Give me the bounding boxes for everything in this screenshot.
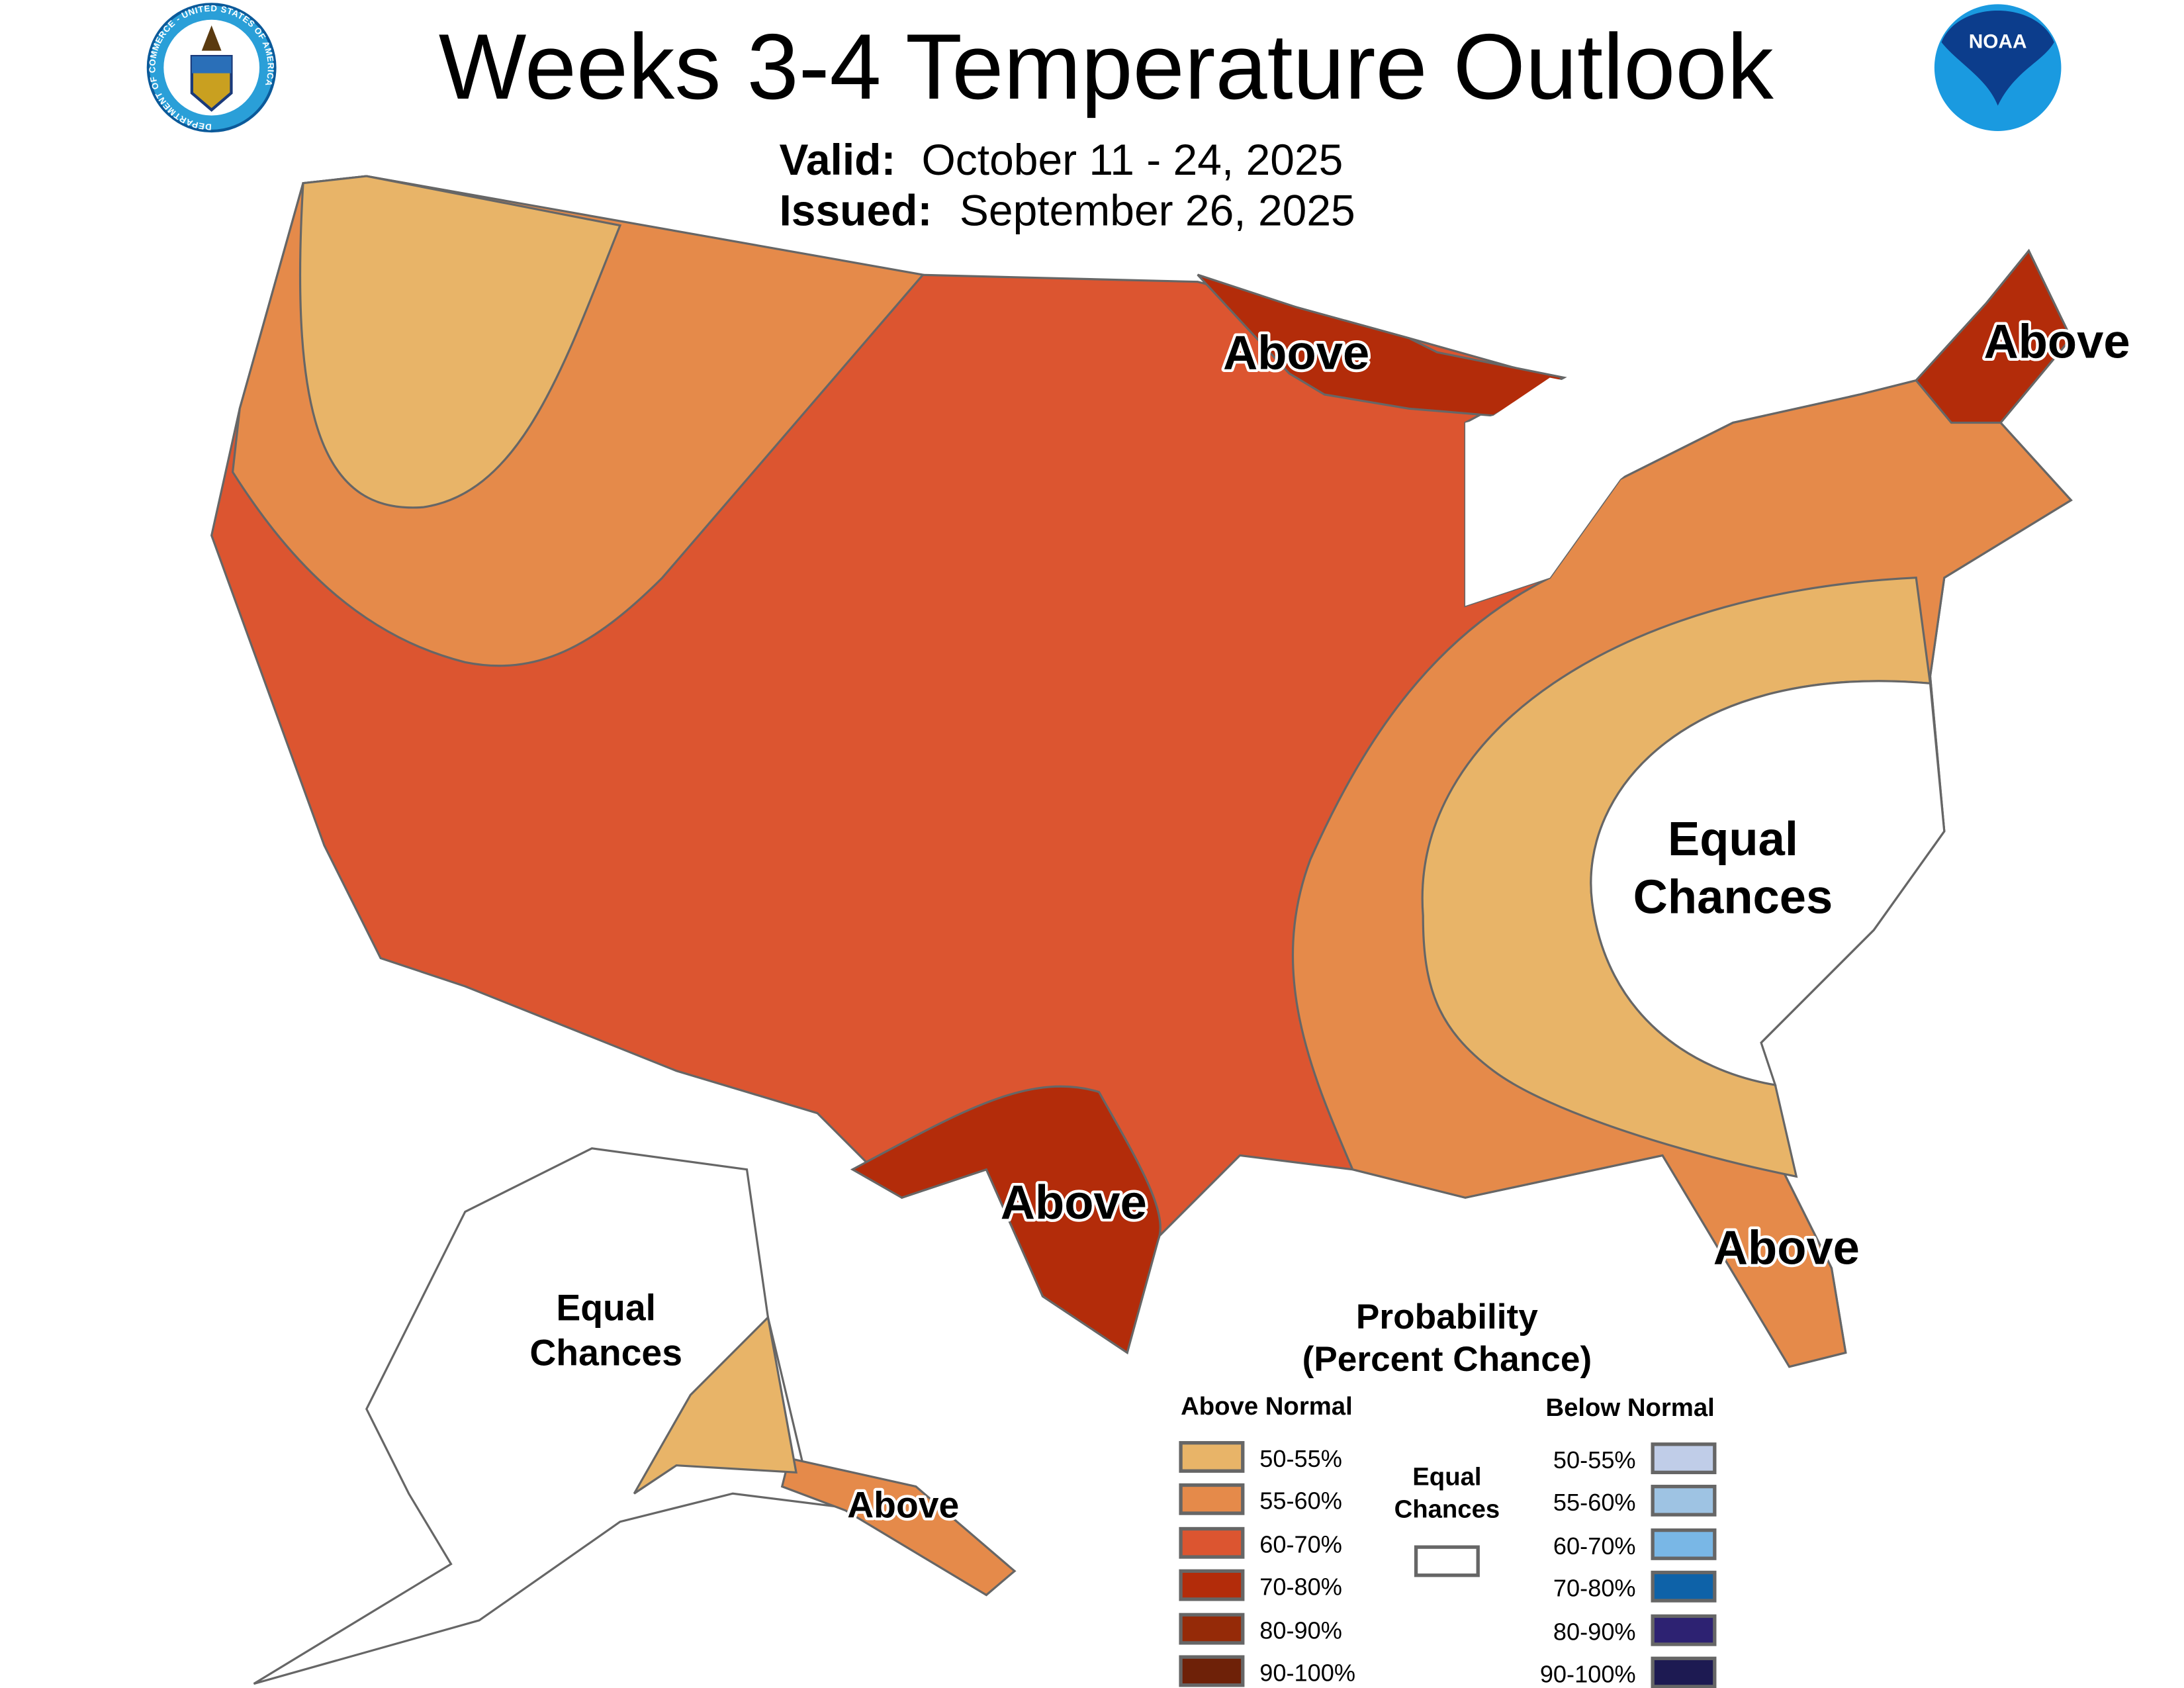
label-equal-southeast-2: Chances bbox=[1633, 870, 1833, 923]
legend-label-below: 90-100% bbox=[1540, 1660, 1636, 1687]
legend-swatch-above bbox=[1179, 1655, 1245, 1687]
legend-swatch-below bbox=[1651, 1442, 1717, 1474]
region-above-70-80-maine bbox=[1915, 248, 2073, 424]
legend-swatch-above bbox=[1179, 1569, 1245, 1601]
valid-date: October 11 - 24, 2025 bbox=[921, 135, 1343, 184]
region-equal-chances-alaska bbox=[253, 1147, 1017, 1685]
legend-below-header: Below Normal bbox=[1545, 1393, 1714, 1422]
alaska-map bbox=[253, 1147, 1017, 1685]
legend-swatch-above bbox=[1179, 1483, 1245, 1515]
legend-above-column: 50-55% 55-60% 60-70% 70-80% 80-90% 90-100% bbox=[1179, 1440, 1355, 1687]
legend-subtitle: (Percent Chance) bbox=[1302, 1340, 1592, 1379]
legend-above-header: Above Normal bbox=[1181, 1392, 1353, 1421]
legend-label-below: 60-70% bbox=[1553, 1532, 1636, 1560]
legend-swatch-above bbox=[1179, 1526, 1245, 1559]
region-above-50-55-alaska bbox=[633, 1315, 797, 1495]
legend-swatch-below bbox=[1651, 1570, 1717, 1603]
noaa-logo-text: NOAA bbox=[1969, 30, 2027, 52]
doc-seal-logo: DEPARTMENT OF COMMERCE - UNITED STATES O… bbox=[146, 3, 277, 133]
region-above-70-80-texas bbox=[850, 1085, 1161, 1354]
legend-swatch-below bbox=[1651, 1528, 1717, 1560]
legend-swatch-above bbox=[1179, 1613, 1245, 1645]
label-equal-alaska-1: Equal bbox=[556, 1287, 656, 1328]
noaa-logo: NOAA bbox=[1934, 4, 2062, 131]
label-equal-southeast-1: Equal bbox=[1668, 812, 1798, 866]
legend-label-above: 50-55% bbox=[1259, 1445, 1342, 1472]
region-above-55-60-alaska bbox=[780, 1457, 1017, 1597]
legend-title: Probability bbox=[1356, 1297, 1538, 1336]
legend-swatch-below bbox=[1651, 1656, 1717, 1688]
legend-label-below: 70-80% bbox=[1553, 1575, 1636, 1602]
region-above-50-55-northwest bbox=[298, 175, 622, 509]
legend-label-above: 80-90% bbox=[1259, 1617, 1342, 1644]
great-lakes-water bbox=[1465, 377, 1691, 606]
legend-below-column: 50-55% 55-60% 60-70% 70-80% 80-90% 90-100% bbox=[1540, 1442, 1717, 1688]
region-equal-chances-southeast bbox=[1590, 680, 1946, 1086]
legend-label-above: 60-70% bbox=[1259, 1531, 1342, 1558]
legend: Probability (Percent Chance) Above Norma… bbox=[1179, 1297, 1717, 1688]
issued-label: Issued: bbox=[779, 186, 932, 235]
label-above-great-lakes: Above bbox=[1223, 326, 1369, 380]
legend-equal-label-1: Equal bbox=[1412, 1462, 1481, 1491]
issued-date: September 26, 2025 bbox=[960, 186, 1355, 235]
legend-label-below: 55-60% bbox=[1553, 1489, 1636, 1516]
legend-swatch-equal bbox=[1414, 1545, 1480, 1577]
legend-label-above: 55-60% bbox=[1259, 1487, 1342, 1515]
conus-map bbox=[210, 175, 2073, 1368]
legend-equal-label-2: Chances bbox=[1394, 1495, 1500, 1523]
label-above-texas: Above bbox=[1001, 1176, 1147, 1229]
legend-swatch-below bbox=[1651, 1614, 1717, 1646]
legend-label-above: 90-100% bbox=[1259, 1659, 1355, 1686]
legend-label-above: 70-80% bbox=[1259, 1573, 1342, 1601]
legend-label-below: 50-55% bbox=[1553, 1446, 1636, 1474]
valid-label: Valid: bbox=[779, 135, 895, 184]
legend-swatch-below bbox=[1651, 1484, 1717, 1517]
legend-swatch-above bbox=[1179, 1440, 1245, 1473]
label-equal-alaska-2: Chances bbox=[529, 1333, 682, 1374]
label-above-florida: Above bbox=[1713, 1221, 1860, 1274]
label-above-alaska: Above bbox=[847, 1484, 959, 1525]
label-above-maine: Above bbox=[1983, 315, 2130, 369]
legend-label-below: 80-90% bbox=[1553, 1618, 1636, 1646]
page-title: Weeks 3-4 Temperature Outlook bbox=[439, 15, 1774, 118]
